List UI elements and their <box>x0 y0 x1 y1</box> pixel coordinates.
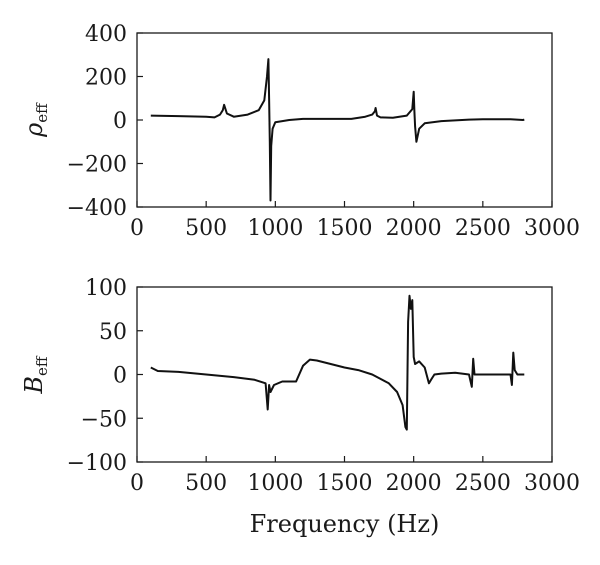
y-tick-label-bottom--50: −50 <box>81 407 127 432</box>
y-tick-label-bottom-100: 100 <box>85 276 127 301</box>
y-tick-label-bottom--100: −100 <box>67 451 127 476</box>
panel-rho-eff: 0 500 1000 1500 2000 2500 3000 −400 −200 0 200 400… <box>20 22 580 241</box>
y-tick-label-top--200: −200 <box>67 153 127 178</box>
x-axis-ticks-bottom: 0 500 1000 1500 2000 2500 3000 <box>130 456 580 496</box>
y-axis-ticks-top: −400 −200 0 200 400 <box>67 22 143 221</box>
x-tick-label-top-2000: 2000 <box>386 216 442 241</box>
y-tick-label-top--400: −400 <box>67 196 127 221</box>
y-axis-ticks-bottom: −100 −50 0 50 100 <box>67 276 143 476</box>
x-tick-label-bottom-2000: 2000 <box>386 471 442 496</box>
y-tick-label-top-200: 200 <box>85 66 127 91</box>
panel-b-eff: 0 500 1000 1500 2000 2500 3000 −100 −50 0 50 100 B… <box>20 276 580 538</box>
rho-eff-series-line <box>150 58 525 202</box>
y-tick-label-top-0: 0 <box>113 109 127 134</box>
x-tick-label-bottom-500: 500 <box>185 471 227 496</box>
x-axis-title: Frequency (Hz) <box>250 510 440 538</box>
x-tick-label-top-0: 0 <box>130 216 144 241</box>
y-tick-label-top-400: 400 <box>85 22 127 47</box>
x-tick-label-bottom-2500: 2500 <box>455 471 511 496</box>
x-tick-label-bottom-0: 0 <box>130 471 144 496</box>
y-axis-title-bottom: Beff <box>20 355 51 395</box>
b-eff-series-line <box>150 294 525 431</box>
x-axis-ticks-top: 0 500 1000 1500 2000 2500 3000 <box>130 201 580 241</box>
x-tick-label-top-3000: 3000 <box>524 216 580 241</box>
x-tick-label-top-500: 500 <box>185 216 227 241</box>
x-tick-label-top-1000: 1000 <box>247 216 303 241</box>
x-tick-label-bottom-3000: 3000 <box>524 471 580 496</box>
x-tick-label-top-1500: 1500 <box>317 216 373 241</box>
x-tick-label-bottom-1000: 1000 <box>247 471 303 496</box>
x-tick-label-top-2500: 2500 <box>455 216 511 241</box>
y-axis-title-top: ρeff <box>20 102 51 138</box>
x-tick-label-bottom-1500: 1500 <box>317 471 373 496</box>
y-tick-label-bottom-0: 0 <box>113 364 127 389</box>
y-tick-label-bottom-50: 50 <box>99 320 127 345</box>
